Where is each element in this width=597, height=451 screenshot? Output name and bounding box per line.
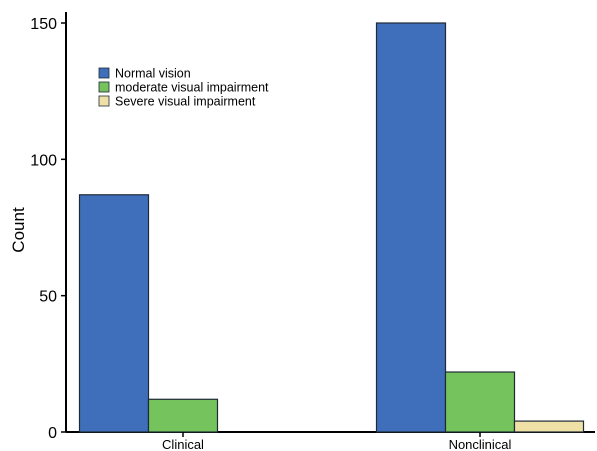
x-axis-categories: Clinical Nonclinical (162, 432, 512, 451)
y-axis-title: Count (9, 207, 28, 253)
legend-label: Normal vision (115, 67, 191, 81)
bar (444, 371, 516, 433)
y-tick-label: 0 (48, 425, 57, 442)
legend-label: Severe visual impairment (115, 95, 256, 109)
legend-swatch (98, 67, 110, 79)
legend-swatch (98, 81, 110, 93)
bar (78, 194, 150, 433)
bar (513, 420, 585, 433)
bar (147, 398, 219, 433)
bars (78, 22, 585, 433)
y-tick-label: 50 (39, 289, 57, 306)
legend-label: moderate visual impairment (115, 81, 269, 95)
x-category-label: Clinical (162, 437, 204, 451)
bar (375, 22, 447, 433)
y-tick-label: 100 (30, 152, 57, 169)
y-axis-ticks: 0 50 100 150 (30, 16, 66, 442)
x-category-label: Nonclinical (449, 437, 512, 451)
legend-swatch (98, 95, 110, 107)
y-tick-label: 150 (30, 16, 57, 33)
